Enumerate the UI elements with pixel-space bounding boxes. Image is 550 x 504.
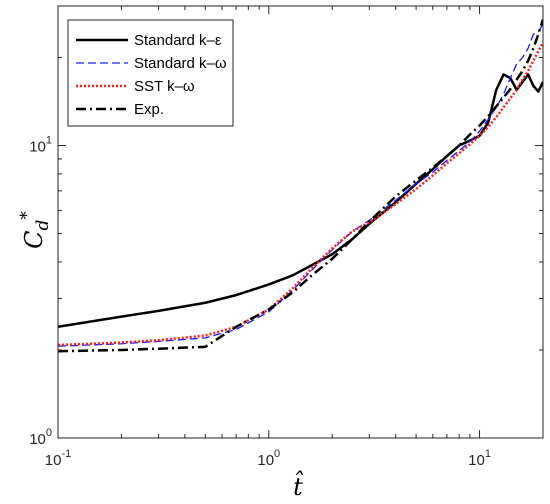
legend-label: Standard k–ε bbox=[134, 32, 222, 49]
x-axis-label: t̂ bbox=[293, 470, 304, 501]
legend-box bbox=[67, 19, 234, 127]
legend-label: Standard k–ω bbox=[134, 55, 227, 72]
svg-text:Cd*: Cd* bbox=[17, 211, 53, 249]
legend: Standard k–ε Standard k–ω SST k–ω Exp. bbox=[67, 19, 234, 127]
x-tick-label: 101 bbox=[468, 448, 491, 469]
y-axis-label: Cd* bbox=[17, 211, 53, 249]
legend-label: SST k–ω bbox=[134, 78, 195, 95]
x-tick-label: 100 bbox=[257, 448, 280, 469]
y-tick-label: 100 bbox=[29, 427, 52, 448]
legend-label: Exp. bbox=[134, 101, 164, 118]
y-axis-label-base: C bbox=[20, 231, 48, 249]
y-axis-label-sup: * bbox=[17, 211, 37, 220]
y-axis-label-sub: d bbox=[33, 220, 53, 231]
y-tick-label: 101 bbox=[29, 135, 52, 156]
x-tick-label: 10-1 bbox=[45, 448, 71, 469]
plot-frame bbox=[57, 5, 544, 439]
series-line bbox=[58, 19, 543, 353]
series-line bbox=[58, 23, 543, 347]
